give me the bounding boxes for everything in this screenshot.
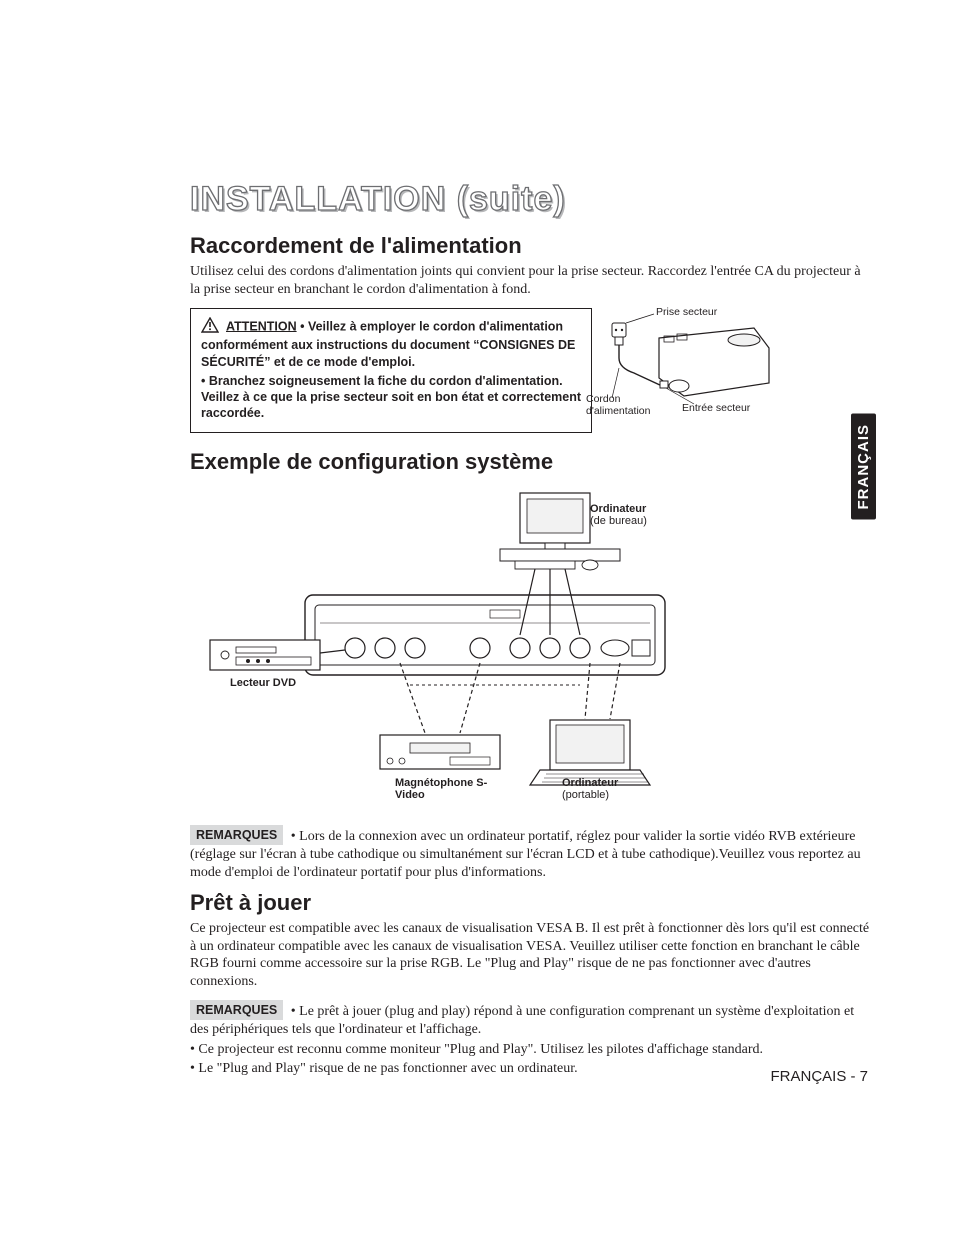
label-outlet: Prise secteur: [656, 306, 717, 318]
attention-label: ATTENTION: [226, 319, 297, 333]
remarks-label: REMARQUES: [190, 825, 283, 845]
attention-row: ATTENTION • Veillez à employer le cordon…: [190, 308, 874, 433]
pnp-intro: Ce projecteur est compatible avec les ca…: [190, 920, 874, 990]
warning-icon: [201, 317, 219, 337]
pnp-rem1: • Le prêt à jouer (plug and play) répond…: [190, 1004, 854, 1037]
label-cord: Cordon d'alimentation: [586, 394, 676, 417]
system-remarks: REMARQUES • Lors de la connexion avec un…: [190, 825, 874, 883]
pnp-rem2: • Ce projecteur est reconnu comme monite…: [190, 1041, 874, 1060]
system-remark-text: • Lors de la connexion avec un ordinateu…: [190, 829, 861, 880]
attention-p2: • Branchez soigneusement la fiche du cor…: [201, 373, 581, 422]
power-intro: Utilisez celui des cordons d'alimentatio…: [190, 263, 874, 298]
section-heading-system: Exemple de configuration système: [190, 449, 553, 475]
label-desktop: Ordinateur: [590, 503, 646, 515]
manual-page: INSTALLATION (suite) Raccordement de l'a…: [0, 0, 954, 1235]
power-diagram: Prise secteur Cordon d'alimentation Entr…: [604, 308, 774, 413]
system-block: Exemple de configuration système FRANÇAI…: [190, 449, 874, 883]
language-tab: FRANÇAIS: [851, 414, 876, 520]
label-ac-in: Entrée secteur: [682, 402, 750, 414]
remarks-label-pnp: REMARQUES: [190, 1000, 283, 1020]
page-title: INSTALLATION (suite): [190, 180, 874, 219]
label-dvd: Lecteur DVD: [230, 677, 296, 689]
system-diagram: Ordinateur (de bureau) Lecteur DVD Magné…: [190, 485, 750, 815]
label-vcr: Magnétophone S-Video: [395, 777, 487, 802]
attention-box: ATTENTION • Veillez à employer le cordon…: [190, 308, 592, 433]
pnp-remarks: REMARQUES • Le prêt à jouer (plug and pl…: [190, 1000, 874, 1039]
label-laptop: Ordinateur: [562, 777, 618, 789]
label-laptop-sub: (portable): [562, 789, 609, 801]
page-footer: FRANÇAIS - 7: [770, 1068, 868, 1085]
section-heading-pnp: Prêt à jouer: [190, 890, 874, 916]
label-desktop-sub: (de bureau): [590, 515, 647, 527]
section-heading-power: Raccordement de l'alimentation: [190, 233, 874, 259]
